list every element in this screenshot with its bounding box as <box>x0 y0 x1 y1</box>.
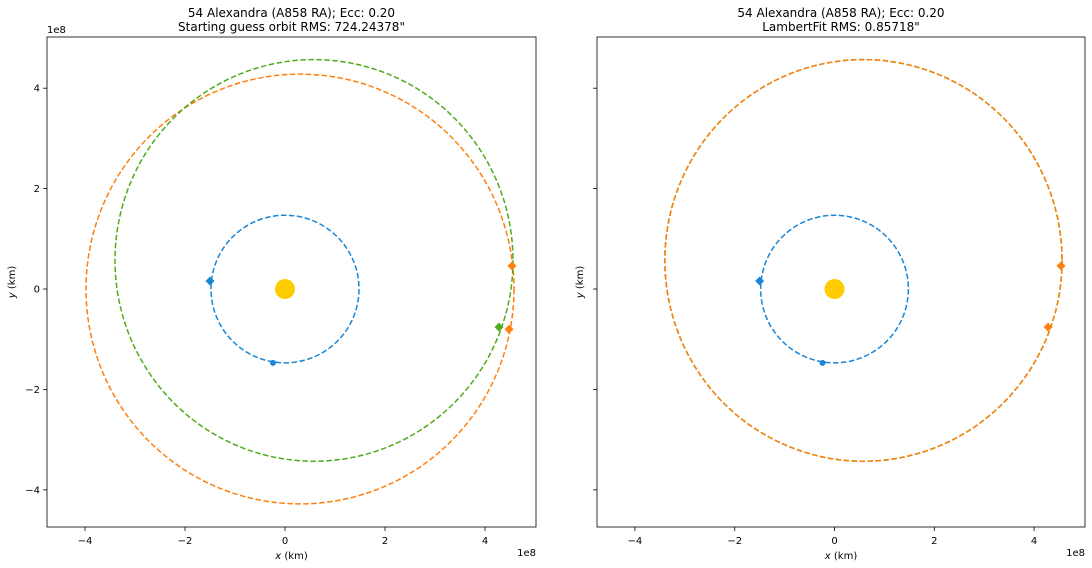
y-axis-label: y (km) <box>7 266 18 300</box>
diamond-marker <box>507 261 517 271</box>
diamond-marker <box>1056 261 1066 271</box>
y-offset-label: 1e8 <box>47 25 66 36</box>
orbit-line <box>210 214 360 364</box>
y-axis-var: y <box>7 291 18 299</box>
dot-marker <box>819 359 826 366</box>
chart-subtitle: LambertFit RMS: 0.85718" <box>762 20 920 34</box>
y-tick-label: 0 <box>34 285 40 296</box>
y-axis-unit: (km) <box>575 266 586 293</box>
y-axis-var: y <box>575 291 586 299</box>
plot-area <box>85 58 517 505</box>
sun-marker <box>275 279 295 300</box>
y-tick-label: 4 <box>34 84 40 95</box>
x-axis-label: x (km) <box>274 551 308 562</box>
diamond-marker <box>494 322 504 332</box>
diamond-marker <box>1043 322 1053 332</box>
diamond-marker <box>504 324 514 334</box>
x-tick-label: 4 <box>1031 536 1037 547</box>
orbit-line <box>664 58 1063 462</box>
orbit-line <box>85 73 515 505</box>
x-offset-label: 1e8 <box>1066 548 1085 559</box>
x-axis-unit: (km) <box>281 551 308 562</box>
diamond-marker <box>205 276 215 286</box>
y-tick-label: −2 <box>25 385 40 396</box>
x-axis-label: x (km) <box>824 551 858 562</box>
x-tick-label: −2 <box>727 536 742 547</box>
chart-title: 54 Alexandra (A858 RA); Ecc: 0.20 <box>737 6 944 20</box>
x-tick-label: 0 <box>282 536 288 547</box>
plot-area <box>664 58 1066 462</box>
x-axis-unit: (km) <box>831 551 858 562</box>
dot-marker <box>270 359 276 366</box>
chart-subtitle: Starting guess orbit RMS: 724.24378" <box>178 20 405 34</box>
x-tick-label: −4 <box>628 536 643 547</box>
x-tick-label: 4 <box>482 536 488 547</box>
chart-title: 54 Alexandra (A858 RA); Ecc: 0.20 <box>188 6 395 20</box>
y-tick-label: −4 <box>25 485 40 496</box>
axes-frame <box>596 36 1086 528</box>
diamond-marker <box>755 276 765 286</box>
axes-2: 54 Alexandra (A858 RA); Ecc: 0.20Lambert… <box>575 6 1086 562</box>
x-tick-label: −2 <box>178 536 193 547</box>
x-axis-var: x <box>824 551 831 562</box>
x-tick-label: 2 <box>382 536 388 547</box>
y-axis-unit: (km) <box>7 266 18 293</box>
orbit-line <box>759 214 910 364</box>
x-tick-label: −4 <box>78 536 93 547</box>
sun-marker <box>824 279 845 300</box>
orbit-line <box>664 58 1063 462</box>
orbit-line <box>114 58 514 462</box>
y-tick-label: 2 <box>34 184 40 195</box>
axes-frame <box>46 36 537 528</box>
x-tick-label: 0 <box>831 536 837 547</box>
x-offset-label: 1e8 <box>517 548 536 559</box>
axes-1: 54 Alexandra (A858 RA); Ecc: 0.20Startin… <box>7 6 537 562</box>
y-axis-label: y (km) <box>575 266 586 300</box>
x-axis-var: x <box>274 551 281 562</box>
x-tick-label: 2 <box>931 536 937 547</box>
